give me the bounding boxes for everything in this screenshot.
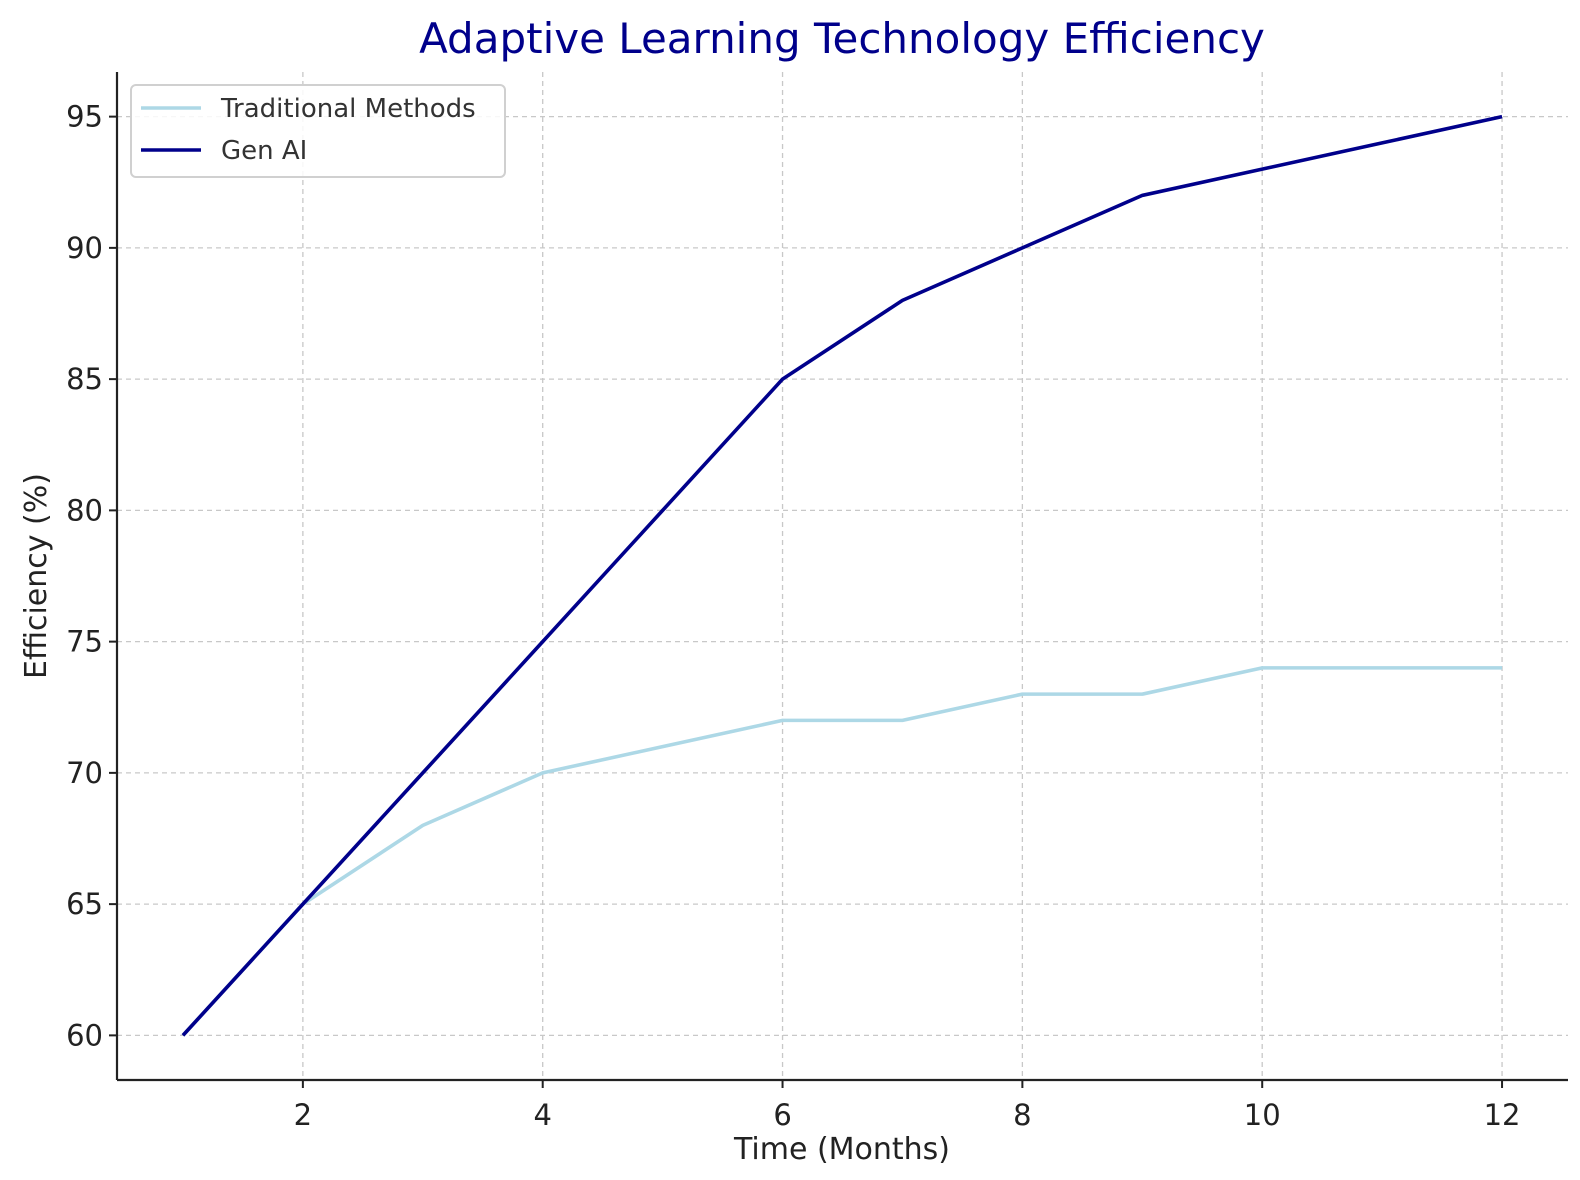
y-tick-label: 90 — [66, 231, 103, 265]
y-tick-label: 85 — [66, 362, 103, 396]
x-ticks: 2 4 6 8 10 12 — [294, 1080, 1521, 1132]
y-tick-label: 80 — [66, 493, 103, 527]
chart-title: Adaptive Learning Technology Efficiency — [419, 14, 1265, 63]
legend-frame — [130, 84, 506, 178]
series-line-traditional-methods — [181, 666, 1503, 1037]
y-axis-label: Efficiency (%) — [19, 473, 54, 679]
x-tick-label: 12 — [1484, 1098, 1521, 1132]
legend-label-gen-ai: Gen AI — [221, 136, 307, 166]
series-line-gen-ai — [181, 114, 1503, 1037]
legend-label-traditional-methods: Traditional Methods — [220, 94, 476, 124]
axes — [115, 72, 1568, 1082]
x-tick-label: 4 — [533, 1098, 551, 1132]
y-tick-label: 60 — [66, 1018, 103, 1052]
series-lines — [181, 114, 1503, 1037]
y-ticks: 60 65 70 75 80 85 90 95 — [66, 100, 117, 1052]
y-tick-label: 75 — [66, 625, 103, 659]
legend: Traditional Methods Gen AI — [130, 84, 506, 178]
x-axis-label: Time (Months) — [733, 1132, 950, 1167]
x-tick-label: 6 — [773, 1098, 791, 1132]
y-tick-label: 65 — [66, 887, 103, 921]
x-tick-label: 8 — [1013, 1098, 1031, 1132]
x-tick-label: 2 — [294, 1098, 312, 1132]
x-tick-label: 10 — [1244, 1098, 1281, 1132]
y-tick-label: 95 — [66, 100, 103, 134]
grid — [117, 72, 1568, 1080]
y-tick-label: 70 — [66, 756, 103, 790]
